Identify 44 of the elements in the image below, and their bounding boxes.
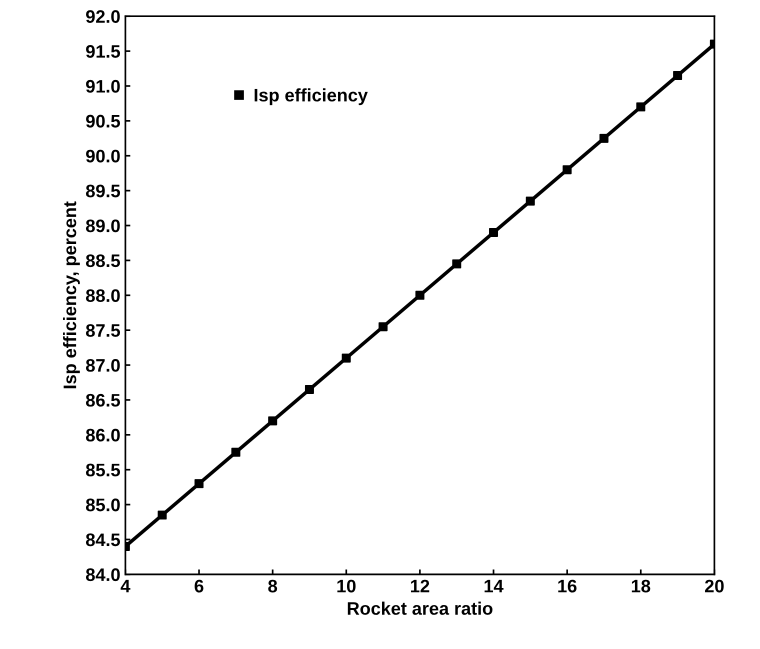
- point: [268, 416, 278, 426]
- x-tick-label: 10: [337, 580, 356, 592]
- x-tick-label: 8: [268, 580, 278, 592]
- y-tick-label: 87.5: [86, 324, 120, 337]
- legend-label: Isp efficiency: [254, 88, 368, 106]
- y-tick-label: 87.0: [86, 358, 120, 372]
- y-tick-label: 84.5: [86, 533, 120, 546]
- point: [562, 165, 572, 174]
- x-tick-label: 16: [558, 580, 577, 592]
- point: [304, 384, 314, 394]
- y-tick-label: 92.0: [86, 10, 120, 23]
- y-tick-label: 90.5: [86, 114, 120, 128]
- y-tick-label: 91.5: [86, 45, 120, 58]
- point: [599, 134, 608, 143]
- x-axis-title: Rocket area ratio: [348, 602, 492, 615]
- y-tick-label: 85.5: [86, 464, 120, 476]
- y-tick-label: 84.0: [86, 568, 120, 582]
- y-tick-label: 89.5: [86, 184, 120, 198]
- x-tick-label: 18: [632, 580, 650, 592]
- point: [636, 102, 646, 112]
- y-tick-label: 86.5: [86, 394, 120, 407]
- y-tick-label: 90.0: [86, 150, 120, 162]
- point: [194, 479, 204, 488]
- x-tick-label: 14: [484, 580, 504, 592]
- y-tick-label: 86.0: [86, 428, 120, 442]
- y-tick-label: 91.0: [86, 80, 120, 93]
- point: [158, 510, 167, 520]
- y-tick-label: 88.0: [86, 289, 120, 302]
- y-tick-label: 89.0: [86, 219, 120, 232]
- point: [415, 290, 424, 300]
- x-tick-label: 20: [704, 580, 724, 592]
- point: [673, 71, 682, 80]
- point: [526, 196, 535, 206]
- y-tick-label: 88.5: [86, 254, 120, 268]
- point: [342, 354, 351, 363]
- x-tick-label: 6: [194, 580, 204, 592]
- y-tick-label: 85.0: [86, 498, 120, 512]
- x-tick-label: 4: [120, 580, 130, 592]
- point: [489, 228, 498, 238]
- point: [231, 448, 240, 457]
- point: [452, 259, 462, 268]
- point: [378, 322, 388, 332]
- x-tick-label: 12: [410, 580, 430, 592]
- y-axis-title: Isp efficiency, percent: [63, 201, 80, 388]
